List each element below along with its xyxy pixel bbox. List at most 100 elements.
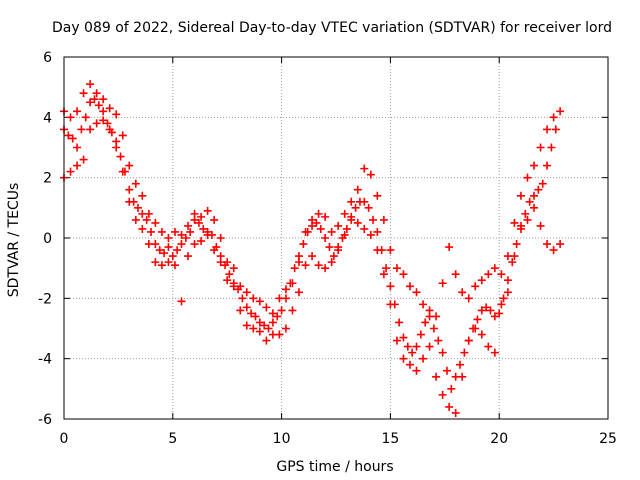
data-point <box>118 167 127 176</box>
data-point <box>353 185 362 194</box>
data-point <box>399 270 408 279</box>
data-point <box>486 306 495 315</box>
data-point <box>288 279 297 288</box>
data-point <box>194 218 203 227</box>
data-point <box>549 246 558 255</box>
data-point <box>325 243 334 252</box>
data-point <box>86 125 95 134</box>
data-point <box>290 264 299 273</box>
data-point <box>523 215 532 224</box>
data-point <box>125 185 134 194</box>
data-point <box>473 315 482 324</box>
data-point <box>543 240 552 249</box>
grid <box>64 57 608 419</box>
data-point <box>275 330 284 339</box>
data-point <box>73 161 82 170</box>
data-point <box>160 249 169 258</box>
data-point <box>425 306 434 315</box>
data-point <box>386 246 395 255</box>
data-point <box>157 227 166 236</box>
data-point <box>471 282 480 291</box>
data-point <box>392 264 401 273</box>
data-point <box>170 227 179 236</box>
data-point <box>273 312 282 321</box>
data-point <box>99 107 108 116</box>
data-point <box>94 101 103 110</box>
data-point <box>301 261 310 270</box>
data-point <box>262 336 271 345</box>
y-tick-label: -6 <box>38 412 52 428</box>
data-point <box>412 288 421 297</box>
data-point <box>277 306 286 315</box>
data-point <box>405 282 414 291</box>
data-point <box>438 348 447 357</box>
data-point <box>216 258 225 267</box>
data-point <box>281 285 290 294</box>
data-point <box>458 288 467 297</box>
data-point <box>364 203 373 212</box>
data-point <box>73 107 82 116</box>
data-point <box>549 113 558 122</box>
data-point <box>210 246 219 255</box>
data-point <box>197 212 206 221</box>
data-point <box>392 336 401 345</box>
data-point <box>73 143 82 152</box>
data-point <box>373 227 382 236</box>
x-tick-label: 10 <box>273 431 291 447</box>
x-tick-label: 25 <box>599 431 617 447</box>
data-point <box>434 336 443 345</box>
data-point <box>118 131 127 140</box>
data-point <box>477 276 486 285</box>
data-point <box>464 294 473 303</box>
data-point <box>421 318 430 327</box>
data-point <box>477 330 486 339</box>
data-point <box>321 212 330 221</box>
data-point <box>125 197 134 206</box>
data-point <box>429 324 438 333</box>
data-point <box>490 264 499 273</box>
data-point <box>223 276 232 285</box>
data-point <box>86 80 95 89</box>
data-point <box>77 125 86 134</box>
data-point <box>525 197 534 206</box>
data-point <box>366 170 375 179</box>
data-point <box>229 282 238 291</box>
data-point <box>164 234 173 242</box>
data-point <box>142 215 151 224</box>
data-point <box>386 282 395 291</box>
data-point <box>247 309 256 318</box>
data-point <box>438 390 447 399</box>
data-point <box>81 113 90 122</box>
x-tick-label: 15 <box>381 431 399 447</box>
data-point <box>151 258 160 267</box>
y-tick-label: 0 <box>43 231 52 247</box>
data-point <box>551 125 560 134</box>
data-point <box>249 324 258 333</box>
data-point <box>131 179 140 188</box>
data-point <box>399 333 408 342</box>
data-point <box>516 224 525 233</box>
data-point <box>536 221 545 230</box>
data-point <box>133 203 142 212</box>
x-tick-label: 20 <box>490 431 508 447</box>
data-point <box>144 209 153 218</box>
data-point <box>177 230 186 239</box>
plot-frame <box>63 56 609 420</box>
data-point <box>347 215 356 224</box>
data-point <box>155 246 164 255</box>
data-point <box>79 155 88 164</box>
data-point <box>199 224 208 233</box>
data-point <box>190 209 199 218</box>
data-point <box>66 167 75 176</box>
data-point <box>399 354 408 363</box>
data-point <box>255 327 264 336</box>
data-point <box>508 258 517 267</box>
data-point <box>312 218 321 227</box>
data-point <box>382 264 391 273</box>
data-point <box>503 288 512 297</box>
data-point <box>105 104 114 113</box>
data-point <box>334 221 343 230</box>
data-point <box>177 240 186 249</box>
data-point <box>295 288 304 297</box>
data-point <box>464 336 473 345</box>
